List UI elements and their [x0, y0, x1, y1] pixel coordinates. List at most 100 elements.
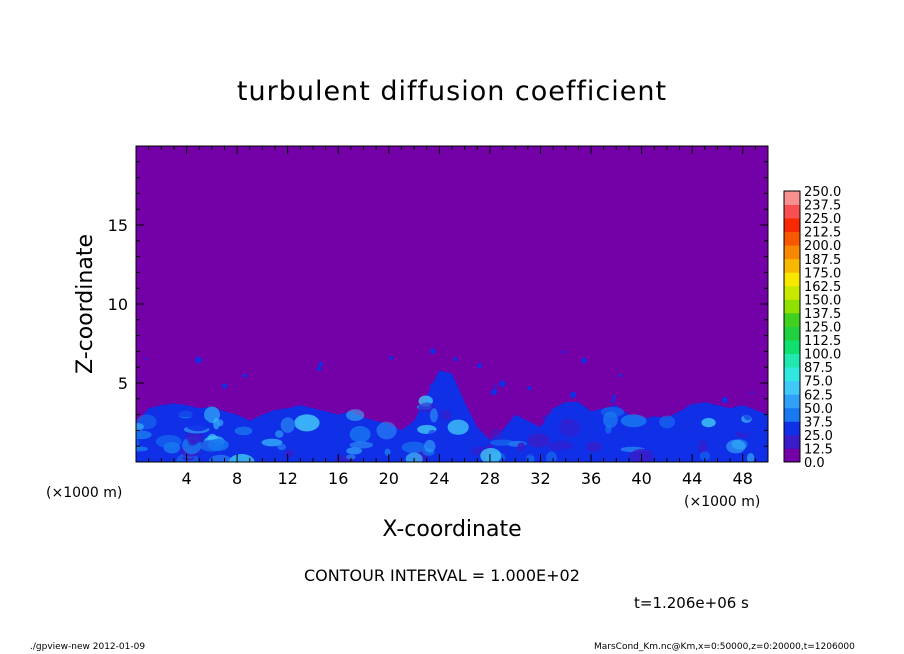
turbulent-eddy [614, 440, 623, 446]
x-unit-label-left: (×1000 m) [46, 485, 122, 501]
turbulent-eddy [349, 426, 371, 443]
turbulent-eddy [185, 418, 211, 432]
x-tick-label: 28 [480, 469, 500, 488]
colorbar-label: 175.0 [804, 266, 841, 281]
y-tick-label: 15 [108, 216, 128, 235]
turbulent-eddy [376, 421, 397, 440]
chart-title: turbulent diffusion coefficient [236, 76, 668, 107]
turbulent-eddy [746, 453, 755, 462]
turbulent-eddy [163, 442, 181, 454]
x-unit-label-right: (×1000 m) [684, 494, 760, 510]
colorbar-swatch [784, 312, 800, 327]
turbulent-eddy [275, 430, 284, 438]
colorbar-label: 125.0 [804, 321, 841, 336]
colorbar-swatch [784, 299, 800, 314]
turbulent-eddy [401, 441, 426, 453]
turbulent-eddy [701, 417, 716, 428]
x-tick-label: 48 [733, 469, 753, 488]
isolated-eddy [721, 397, 728, 404]
turbulent-eddy [136, 423, 144, 431]
colorbar-label: 137.5 [804, 307, 841, 322]
x-tick-label: 36 [581, 469, 601, 488]
colorbar-swatch [784, 421, 800, 436]
colorbar-label: 200.0 [804, 239, 841, 254]
isolated-eddy [611, 398, 615, 403]
isolated-eddy [318, 361, 324, 367]
colorbar-label: 62.5 [804, 388, 833, 403]
turbulent-eddy [136, 450, 161, 455]
x-tick-label: 4 [181, 469, 191, 488]
turbulent-eddy [384, 448, 391, 456]
isolated-eddy [443, 385, 446, 388]
isolated-eddy [144, 358, 147, 361]
turbulent-eddy [429, 408, 438, 423]
isolated-eddy [581, 357, 587, 364]
colorbar-label: 0.0 [804, 456, 825, 471]
isolated-eddy [490, 389, 498, 396]
isolated-eddy [499, 380, 506, 387]
isolated-eddy [527, 386, 532, 391]
colorbar-label: 12.5 [804, 442, 833, 457]
turbulent-eddy [440, 455, 457, 460]
colorbar-swatch [784, 191, 800, 205]
y-tick-label: 5 [118, 374, 128, 393]
isolated-eddy [389, 355, 394, 360]
turbulent-eddy [346, 409, 365, 421]
turbulent-eddy [208, 454, 233, 462]
boundary-layer-region [136, 370, 768, 462]
turbulent-eddy [305, 435, 316, 453]
turbulent-eddy [261, 438, 283, 447]
isolated-eddy [612, 395, 616, 399]
turbulent-eddy [199, 439, 224, 452]
turbulent-eddy [489, 439, 515, 446]
turbulent-eddy [440, 409, 452, 420]
colorbar-label: 187.5 [804, 253, 841, 268]
turbulent-eddy [582, 428, 596, 434]
x-tick-label: 32 [530, 469, 550, 488]
turbulent-eddy [726, 439, 746, 454]
colorbar-label: 162.5 [804, 280, 841, 295]
colorbar-swatch [784, 231, 800, 246]
turbulent-eddy [228, 454, 255, 462]
colorbar-swatch [784, 272, 800, 287]
turbulent-eddy [424, 439, 436, 453]
field-layer [136, 348, 768, 462]
colorbar-swatch [784, 434, 800, 449]
x-tick-label: 44 [682, 469, 702, 488]
turbulent-eddy [349, 441, 373, 449]
isolated-eddy [750, 391, 754, 394]
turbulent-eddy [743, 407, 753, 421]
turbulent-eddy [620, 414, 647, 428]
turbulent-eddy [559, 419, 581, 437]
turbulent-eddy [136, 430, 152, 440]
contour-interval-text: CONTOUR INTERVAL = 1.000E+02 [304, 566, 580, 585]
isolated-eddy [569, 391, 577, 398]
turbulent-eddy [346, 447, 362, 455]
turbulent-eddy [703, 429, 719, 435]
colorbar-label: 237.5 [804, 199, 841, 214]
turbulent-eddy [542, 414, 565, 421]
colorbar-label: 37.5 [804, 415, 833, 430]
turbulent-eddy [136, 446, 148, 452]
colorbar-swatch [784, 245, 800, 260]
turbulent-eddy [490, 428, 503, 441]
x-tick-label: 16 [328, 469, 348, 488]
turbulent-eddy [428, 429, 437, 439]
x-tick-label: 8 [232, 469, 242, 488]
turbulent-eddy [447, 419, 469, 435]
turbulent-eddy [692, 441, 703, 446]
colorbar-label: 225.0 [804, 212, 841, 227]
footer-source: MarsCond_Km.nc@Km,x=0:50000,z=0:20000,t=… [594, 642, 855, 652]
colorbar-swatch [784, 448, 800, 463]
x-tick-label: 24 [429, 469, 449, 488]
isolated-eddy [477, 363, 482, 368]
colorbar-label: 250.0 [804, 185, 841, 200]
turbulent-eddy [659, 415, 676, 429]
colorbar-label: 212.5 [804, 226, 841, 241]
turbulent-eddy [606, 444, 627, 457]
colorbar-label: 87.5 [804, 361, 833, 376]
turbulent-eddy [730, 454, 743, 462]
colorbar-swatch [784, 367, 800, 382]
isolated-eddy [619, 373, 623, 378]
